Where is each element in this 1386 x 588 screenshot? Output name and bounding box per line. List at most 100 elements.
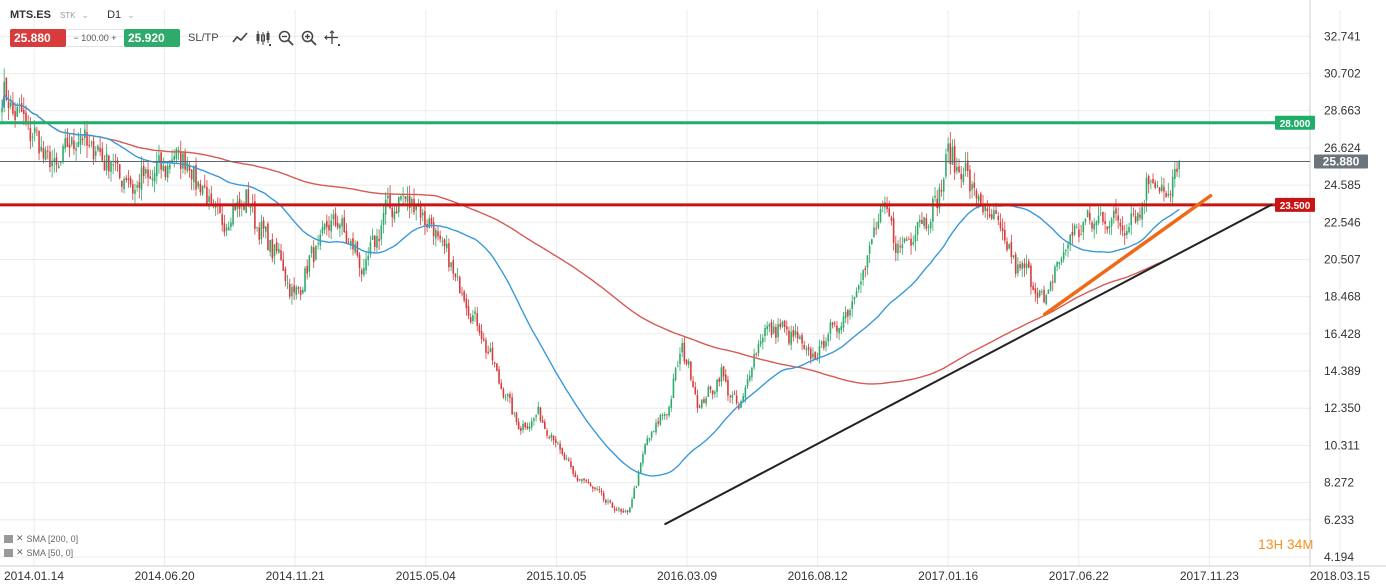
candle-type-icon[interactable] [254,29,272,47]
legend-menu-icon[interactable] [4,548,13,557]
crosshair-icon[interactable] [323,29,341,47]
candle-body [369,242,372,255]
candle-body [910,238,912,246]
candle-body [561,448,564,454]
candle-body [1128,227,1130,233]
candle-body [201,185,204,195]
candle-body [509,394,511,398]
candle-body [506,394,509,397]
candle-body [214,205,217,208]
candle-body [443,239,446,247]
candle-body [199,183,202,193]
candle-body [97,145,99,151]
candle-body [326,221,328,228]
candle-body [868,245,871,254]
candle-body [94,151,97,156]
legend-close-icon[interactable]: ✕ [16,533,24,543]
candle-body [73,140,75,150]
candle-body [609,500,612,503]
candle-body [452,260,455,274]
buy-price-button[interactable]: 25.920 [124,29,180,47]
sell-price-button[interactable]: 25.880 [10,29,66,47]
timeframe-chevron-down-icon[interactable]: ⌄ [127,9,135,20]
candle-body [166,165,169,178]
candle-body [1001,227,1004,232]
candle-body [14,111,16,121]
candle-body [53,158,56,162]
candle-body [755,353,758,355]
candle-body [219,203,221,214]
candle-body [1071,231,1074,236]
candle-body [341,218,343,227]
candle-body [1089,212,1091,221]
candle-body [764,328,766,337]
candle-body [875,228,877,230]
candle-body [149,176,152,179]
candle-body [934,195,936,198]
candle-body [633,488,635,499]
quantity-stepper[interactable]: − 100.00 + [66,29,124,47]
candle-body [1117,215,1119,221]
candle-body [445,243,448,249]
candle-body [535,415,537,417]
candle-body [1169,193,1172,195]
candle-body [1060,258,1063,263]
candle-body [482,338,485,341]
candle-body [951,146,954,165]
candle-body [504,397,507,399]
candle-body [833,322,836,324]
candle-body [360,269,363,275]
candle-body [1160,184,1163,191]
candle-body [809,348,812,359]
candle-body [849,310,851,316]
candle-body [116,160,119,164]
indicator-legend-sma50[interactable]: ✕ SMA [50, 0] [4,547,73,558]
candle-body [79,135,82,145]
candle-body [461,293,463,295]
candle-body [825,341,827,347]
candle-body [103,160,106,171]
candle-body [823,340,825,349]
candle-body [637,471,640,486]
candle-body [724,374,727,382]
candle-body [99,147,101,153]
candle-body [437,231,439,237]
qty-plus-button[interactable]: + [111,33,117,43]
candle-body [1176,168,1178,172]
y-tick-label: 4.194 [1324,550,1354,564]
candle-body [400,195,402,200]
indicator-legend-sma200[interactable]: ✕ SMA [200, 0] [4,533,78,544]
timeframe-select[interactable]: D1 [107,9,122,21]
y-tick-label: 10.311 [1324,438,1360,452]
candle-body [969,169,971,192]
candle-body [389,194,391,209]
candle-body [421,212,424,216]
quantity-value[interactable]: 100.00 [81,33,109,43]
candle-body [895,243,897,253]
candle-body [585,479,588,482]
trend-line-icon[interactable] [231,29,249,47]
candle-body [1099,213,1102,215]
candle-body [1008,244,1010,249]
candle-body [132,184,134,194]
asset-class: STK [59,10,76,20]
symbol-chevron-down-icon[interactable]: ⌄ [81,9,90,20]
legend-menu-icon[interactable] [4,534,13,543]
candle-body [1147,176,1150,185]
candle-body [448,243,450,268]
x-tick-label: 2017.06.22 [1049,569,1109,583]
candle-body [598,489,601,491]
zoom-out-icon[interactable] [277,29,295,47]
zoom-in-icon[interactable] [300,29,318,47]
symbol-name[interactable]: MTS.ES [10,9,51,21]
sltp-button[interactable]: SL/TP [188,32,219,44]
candle-body [328,224,330,231]
candle-body [953,145,956,173]
candle-body [659,414,662,425]
x-tick-label: 2018.03.15 [1310,569,1370,583]
candle-body [1075,227,1078,228]
candle-body [1041,291,1043,293]
legend-close-icon[interactable]: ✕ [16,547,24,557]
qty-minus-button[interactable]: − [73,33,79,43]
